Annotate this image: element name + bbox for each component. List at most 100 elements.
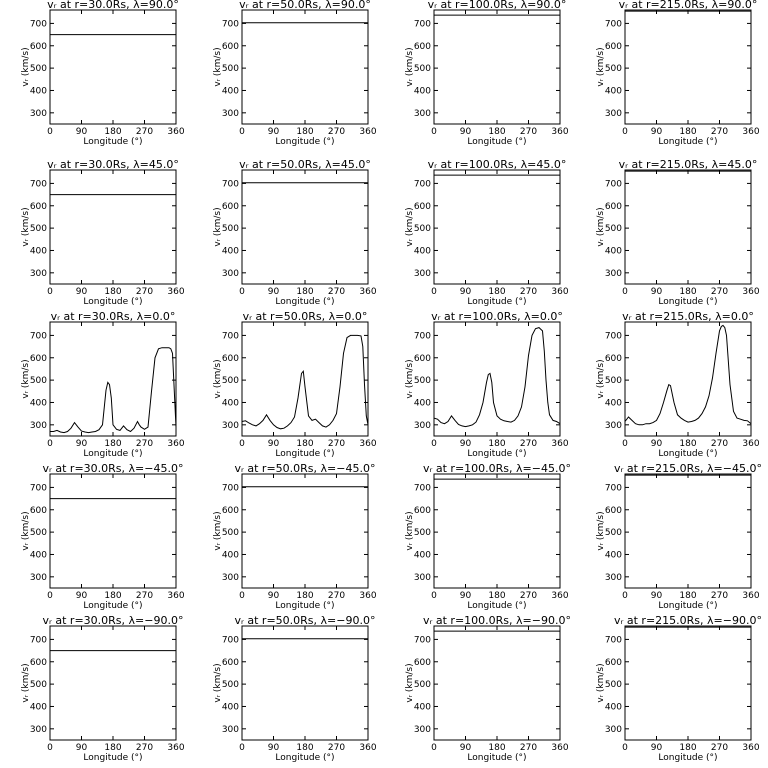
y-tick-label: 700 [605, 483, 622, 493]
x-axis-label: Longitude (°) [467, 137, 526, 147]
y-tick-label: 700 [414, 483, 431, 493]
y-tick-label: 600 [222, 42, 239, 52]
panel-3-1: vᵣ at r=50.0Rs, λ=−45.0° 0 90 180 270 360 300 4… [213, 462, 377, 611]
x-tick-label: 180 [104, 591, 121, 601]
y-axis-label: vᵣ (km/s) [405, 511, 415, 550]
y-tick-label: 700 [222, 179, 239, 189]
y-tick-label: 700 [222, 19, 239, 29]
y-tick-label: 700 [30, 19, 47, 29]
x-tick-label: 90 [460, 591, 472, 601]
x-tick-label: 180 [296, 127, 313, 137]
y-tick-label: 700 [605, 635, 622, 645]
panel-1-2: vᵣ at r=100.0Rs, λ=45.0° 0 90 180 270 360 300 4… [405, 158, 569, 307]
x-tick-label: 360 [742, 743, 759, 753]
y-tick-label: 600 [30, 354, 47, 364]
x-tick-label: 360 [742, 287, 759, 297]
x-tick-label: 270 [520, 743, 537, 753]
y-axis-label: vᵣ (km/s) [21, 207, 31, 246]
x-axis-label: Longitude (°) [658, 297, 717, 307]
panel-title: vᵣ at r=100.0Rs, λ=45.0° [428, 158, 567, 171]
x-tick-label: 270 [328, 127, 345, 137]
x-axis-label: Longitude (°) [83, 297, 142, 307]
y-tick-label: 600 [30, 506, 47, 516]
x-tick-label: 0 [431, 287, 437, 297]
plot-frame [624, 625, 752, 741]
x-tick-label: 360 [551, 287, 568, 297]
x-tick-label: 0 [431, 743, 437, 753]
x-tick-label: 180 [296, 591, 313, 601]
y-tick-label: 500 [414, 64, 431, 74]
y-tick-label: 600 [414, 354, 431, 364]
y-tick-label: 600 [222, 202, 239, 212]
y-tick-label: 600 [222, 506, 239, 516]
panel-4-1: vᵣ at r=50.0Rs, λ=−90.0° 0 90 180 270 360 300 4… [213, 614, 377, 763]
y-axis-label: vᵣ (km/s) [21, 663, 31, 702]
x-tick-label: 180 [488, 287, 505, 297]
plot-frame [433, 321, 561, 437]
y-tick-label: 600 [414, 202, 431, 212]
x-tick-label: 0 [47, 287, 53, 297]
panel-0-2: vᵣ at r=100.0Rs, λ=90.0° 0 90 180 270 360 300 4… [405, 0, 569, 147]
y-tick-label: 700 [30, 635, 47, 645]
y-tick-label: 700 [414, 19, 431, 29]
x-axis-label: Longitude (°) [83, 137, 142, 147]
x-axis-label: Longitude (°) [467, 753, 526, 763]
panel-title: vᵣ at r=30.0Rs, λ=45.0° [47, 158, 179, 171]
x-tick-label: 360 [167, 127, 184, 137]
x-axis-label: Longitude (°) [83, 449, 142, 459]
x-tick-label: 270 [328, 743, 345, 753]
y-tick-label: 600 [605, 506, 622, 516]
series-line [624, 324, 752, 426]
x-tick-label: 180 [488, 127, 505, 137]
x-tick-label: 90 [268, 127, 280, 137]
plot-frame [624, 321, 752, 437]
x-tick-label: 270 [711, 439, 728, 449]
y-tick-label: 400 [414, 550, 431, 560]
x-axis-label: Longitude (°) [658, 753, 717, 763]
panel-2-2: vᵣ at r=100.0Rs, λ=0.0° 0 90 180 270 360 300 40… [405, 310, 569, 459]
y-tick-label: 300 [30, 421, 47, 431]
x-tick-label: 0 [47, 439, 53, 449]
y-tick-label: 500 [414, 680, 431, 690]
y-tick-label: 500 [605, 376, 622, 386]
panel-title: vᵣ at r=100.0Rs, λ=90.0° [428, 0, 567, 11]
x-tick-label: 90 [76, 591, 88, 601]
x-axis-label: Longitude (°) [83, 753, 142, 763]
x-tick-label: 360 [359, 287, 376, 297]
y-tick-label: 700 [414, 179, 431, 189]
plot-frame [49, 9, 177, 125]
x-tick-label: 270 [711, 287, 728, 297]
y-axis-label: vᵣ (km/s) [213, 47, 223, 86]
y-tick-label: 700 [414, 635, 431, 645]
panel-title: vᵣ at r=50.0Rs, λ=90.0° [239, 0, 371, 11]
x-axis-label: Longitude (°) [275, 449, 334, 459]
x-tick-label: 360 [167, 287, 184, 297]
y-tick-label: 300 [30, 573, 47, 583]
plot-frame [624, 473, 752, 589]
x-tick-label: 90 [651, 591, 663, 601]
x-tick-label: 90 [76, 439, 88, 449]
y-tick-label: 500 [30, 224, 47, 234]
y-tick-label: 500 [30, 64, 47, 74]
x-tick-label: 180 [679, 127, 696, 137]
y-tick-label: 300 [605, 269, 622, 279]
y-tick-label: 300 [605, 725, 622, 735]
x-tick-label: 90 [651, 287, 663, 297]
panel-title: vᵣ at r=100.0Rs, λ=−90.0° [423, 614, 571, 627]
y-axis-label: vᵣ (km/s) [405, 47, 415, 86]
plot-frame [624, 169, 752, 285]
y-axis-label: vᵣ (km/s) [405, 207, 415, 246]
x-axis-label: Longitude (°) [467, 601, 526, 611]
y-tick-label: 400 [222, 398, 239, 408]
x-tick-label: 180 [488, 591, 505, 601]
y-tick-label: 300 [605, 573, 622, 583]
plot-frame [241, 321, 369, 437]
plot-frame [624, 9, 752, 125]
x-tick-label: 0 [239, 439, 245, 449]
y-tick-label: 600 [414, 42, 431, 52]
x-tick-label: 180 [679, 591, 696, 601]
x-tick-label: 0 [622, 287, 628, 297]
y-tick-label: 600 [222, 658, 239, 668]
y-tick-label: 400 [222, 702, 239, 712]
